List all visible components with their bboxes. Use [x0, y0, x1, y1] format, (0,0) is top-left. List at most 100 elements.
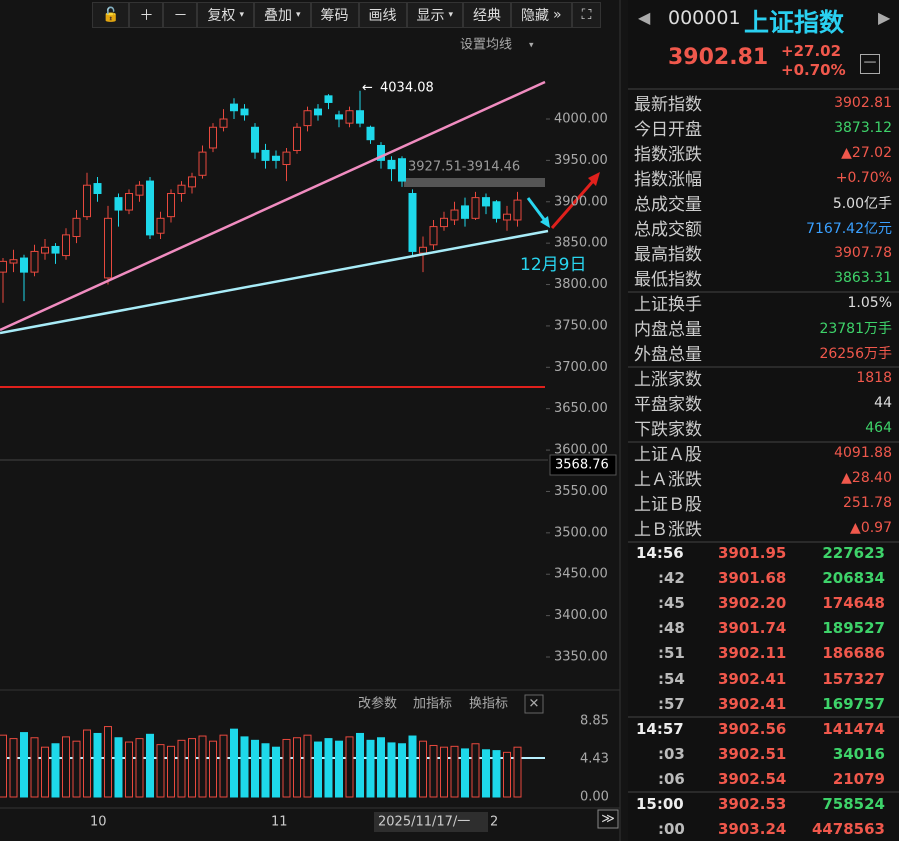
toolbar-btn[interactable]: 叠加 ▾ [253, 2, 311, 28]
candle-body [408, 192, 417, 252]
candle-body [345, 110, 354, 124]
collapse[interactable]: － [860, 53, 880, 74]
row-value: ▲27.02 [841, 144, 892, 161]
volume-bar [282, 738, 291, 798]
toolbar-btn[interactable]: 隐藏» [511, 2, 572, 28]
tick-row: :57 3902.41 169757 [628, 692, 899, 717]
candle-body [366, 126, 375, 141]
tick-volume: 189527 [822, 619, 885, 638]
price-tick-label: 3500.00 [554, 525, 608, 540]
quote-row: 最低指数 3863.31 [634, 265, 892, 291]
chart: ← 4034.08 3927.51-3914.46 12月9日 设置均线 ▾ 3… [0, 0, 621, 841]
candle-body [0, 260, 7, 273]
price-box [549, 454, 617, 476]
candle-body [450, 209, 459, 221]
gap-label: 3927.51-3914.46 [408, 160, 520, 175]
candle-body [314, 108, 322, 116]
volume-bar [104, 726, 112, 798]
arrow [550, 179, 596, 229]
volume-bar [471, 743, 480, 798]
trend-line [0, 229, 549, 335]
change: +27.02 [781, 42, 842, 60]
toolbar: 🔓 ＋ － 复权 ▾ 叠加 ▾ 筹码 画线 显示 ▾ 经典 隐藏» ⛶ [92, 2, 602, 28]
date-box [374, 812, 488, 832]
prev[interactable]: ◀ [638, 8, 651, 27]
quote-row: 内盘总量 23781万手 [634, 315, 892, 340]
price-tick-label: 3850.00 [554, 236, 608, 251]
indicator-btn[interactable]: 改参数 [358, 696, 397, 712]
volume-bar [492, 750, 501, 798]
volume-bar [156, 744, 165, 798]
next[interactable]: ▶ [878, 8, 891, 27]
candle-body [156, 217, 165, 234]
zoom-out[interactable]: － [163, 2, 198, 28]
candle-body [335, 114, 343, 120]
candle-body [125, 192, 133, 211]
candle-body [482, 197, 490, 207]
gap-box [404, 178, 545, 187]
tick-price: 3902.11 [718, 644, 787, 663]
row-value: 1818 [856, 369, 892, 386]
quote-row: 上证Ｂ股 251.78 [634, 490, 892, 516]
row-label: 内盘总量 [634, 320, 702, 340]
more: » [553, 7, 562, 23]
candle-body [303, 110, 312, 127]
candle-body [209, 126, 217, 149]
tick-volume: 157327 [822, 669, 885, 688]
dropdown: ▾ [239, 10, 244, 20]
row-label: 上Ａ涨跌 [634, 470, 702, 490]
ma-setting[interactable]: 设置均线 [460, 38, 512, 53]
volume-bar [272, 746, 280, 798]
lock-btn[interactable]: 🔓 [92, 2, 130, 28]
quote-row: 指数涨幅 +0.70% [634, 165, 892, 191]
toolbar-btn[interactable]: 显示 ▾ [406, 2, 464, 28]
volume-bar [198, 735, 207, 798]
quote-row: 平盘家数 44 [634, 390, 892, 416]
tick-row: 14:56 3901.95 227623 [628, 541, 899, 566]
tick-time: :03 [658, 744, 685, 763]
toolbar-label: 筹码 [320, 8, 349, 24]
name: 上证指数 [744, 8, 845, 37]
quote-row: 总成交量 5.00亿手 [634, 190, 892, 215]
close-box[interactable] [524, 694, 544, 714]
row-label: 上证Ａ股 [634, 445, 702, 465]
toolbar-btn[interactable]: 复权 ▾ [197, 2, 254, 28]
row-value: 5.00亿手 [832, 195, 892, 212]
row-value: 23781万手 [819, 320, 892, 337]
fullscreen[interactable]: ⛶ [571, 2, 602, 28]
price-tick-label: 4000.00 [554, 112, 608, 127]
row-label: 外盘总量 [634, 345, 702, 365]
quote-row: 上Ｂ涨跌 ▲0.97 [634, 515, 892, 541]
toolbar-btn[interactable]: 筹码 [310, 2, 359, 28]
price-tick-label: 3550.00 [554, 484, 608, 499]
tick-time: :57 [658, 694, 685, 713]
candle-body [135, 184, 144, 196]
toolbar-btn[interactable]: 经典 [463, 2, 512, 28]
row-value: 4091.88 [834, 444, 892, 461]
indicator-btn[interactable]: 换指标 [469, 697, 508, 712]
candle-body [503, 213, 511, 221]
volume-bar [513, 746, 522, 798]
tick-row: :42 3901.68 206834 [628, 566, 899, 591]
tick-volume: 4478563 [811, 820, 885, 839]
scroll-btn[interactable] [597, 809, 619, 829]
volume-bar [335, 740, 343, 798]
toolbar-label: 隐藏 [521, 8, 550, 24]
volume-bar [167, 745, 175, 798]
price-tick-label: 3450.00 [554, 567, 608, 582]
zoom-in[interactable]: ＋ [129, 2, 164, 28]
price-tick-label: 3400.00 [554, 608, 608, 623]
tick-volume: 206834 [822, 569, 885, 588]
price: 3902.81 [668, 45, 769, 70]
candle-body [93, 183, 102, 194]
toolbar-btn[interactable]: 画线 [358, 2, 407, 28]
arrow-head [540, 216, 550, 228]
candle-body [377, 144, 385, 161]
candle-body [219, 118, 228, 128]
volume-bar [366, 739, 375, 798]
quote-row: 最新指数 3902.81 [634, 90, 892, 116]
quote-row: 上Ａ涨跌 ▲28.40 [634, 465, 892, 491]
candle-body [104, 217, 112, 279]
indicator-btn[interactable]: 加指标 [413, 697, 452, 712]
